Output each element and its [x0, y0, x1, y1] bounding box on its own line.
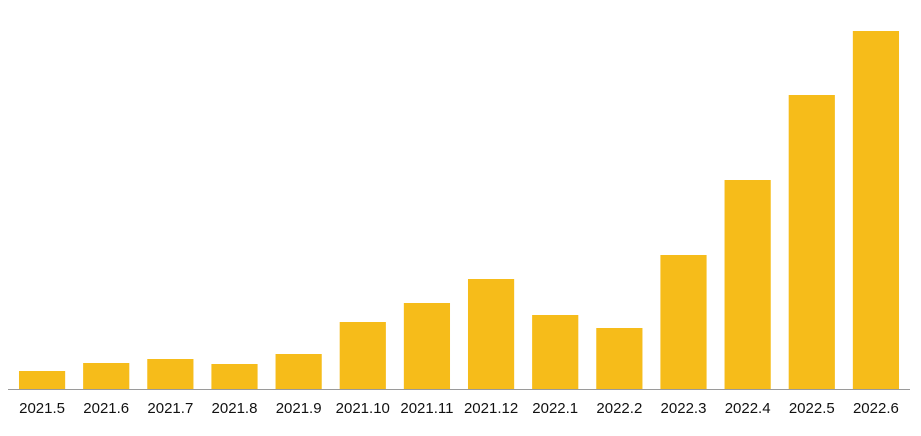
x-tick-label: 2021.6	[83, 400, 129, 417]
bar	[275, 354, 322, 389]
x-tick-label: 2022.5	[789, 400, 835, 417]
x-tick-label: 2022.6	[853, 400, 899, 417]
bar	[852, 31, 900, 389]
x-tick-label: 2021.5	[19, 400, 65, 417]
x-tick-label: 2022.3	[661, 400, 707, 417]
x-tick-label: 2021.9	[276, 400, 322, 417]
bar	[339, 322, 386, 389]
x-tick-label: 2021.12	[464, 400, 518, 417]
bar	[403, 303, 451, 389]
bar	[596, 328, 643, 389]
x-tick-label: 2021.8	[212, 400, 258, 417]
x-tick-label: 2022.2	[596, 400, 642, 417]
x-tick-label: 2021.7	[147, 400, 193, 417]
bar	[83, 363, 130, 389]
x-tick-label: 2021.10	[336, 400, 390, 417]
bar	[18, 371, 66, 389]
bar	[467, 279, 515, 389]
bar	[147, 359, 194, 389]
x-tick-label: 2021.11	[400, 400, 453, 417]
bar	[660, 255, 707, 389]
bar	[724, 180, 771, 389]
bar	[211, 364, 258, 389]
bar	[532, 315, 579, 389]
bar	[788, 95, 835, 389]
x-tick-label: 2022.1	[532, 400, 578, 417]
x-tick-label: 2022.4	[725, 400, 771, 417]
